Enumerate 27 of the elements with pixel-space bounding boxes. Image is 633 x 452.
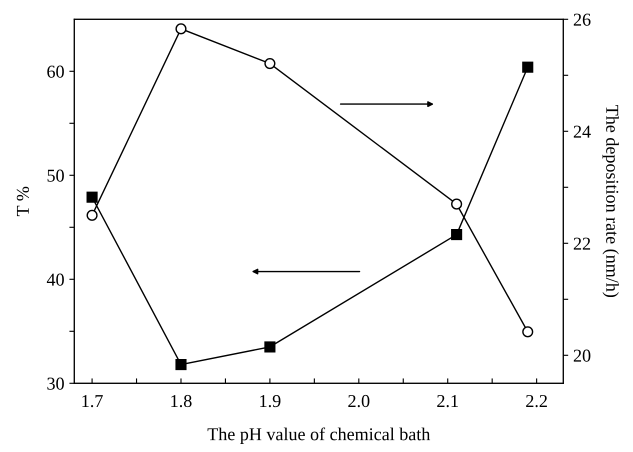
x-tick-label: 2.0 (348, 394, 370, 408)
y2-tick-label: 22 (574, 238, 590, 250)
y2-tick-label: 24 (574, 126, 591, 138)
x-axis-title: The pH value of chemical bath (208, 427, 430, 444)
point (451, 229, 462, 240)
y-axis-title: T % (16, 186, 30, 216)
x-tick-label: 2.2 (526, 394, 547, 408)
x-tick-label: 2.1 (437, 394, 458, 408)
y-tick-label: 30 (47, 378, 64, 390)
point (175, 359, 187, 370)
point (86, 210, 98, 221)
y2-axis-title: The deposition rate (nm/h) (602, 105, 619, 298)
y2-tick-label: 26 (574, 14, 591, 26)
x-tick-label: 1.8 (171, 394, 192, 408)
y-tick-label: 40 (46, 274, 64, 286)
point (522, 62, 534, 73)
x-tick-label: 1.7 (82, 395, 103, 408)
point (451, 198, 462, 210)
y-tick-label: 60 (47, 66, 64, 78)
y2-tick-label: 20 (574, 350, 590, 362)
y-tick-label: 50 (48, 170, 64, 182)
point (522, 326, 534, 338)
point (264, 341, 276, 352)
point (175, 23, 187, 34)
point (264, 58, 276, 70)
point (86, 192, 98, 203)
x-tick-label: 1.9 (260, 394, 280, 408)
